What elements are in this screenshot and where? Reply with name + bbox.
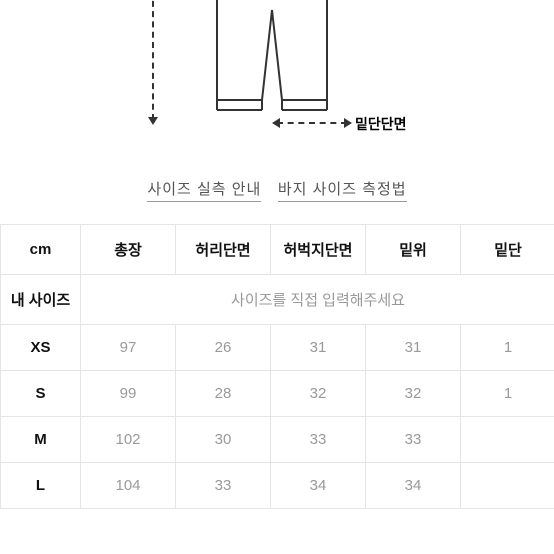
size-diagram: 밑단단면 [0,0,554,160]
col-header: 허벅지단면 [271,225,366,275]
size-value: 33 [366,417,461,463]
length-arrow [152,0,154,120]
size-value: 31 [271,325,366,371]
size-value: 102 [81,417,176,463]
size-value: 28 [176,371,271,417]
size-label: L [1,463,81,509]
size-value: 31 [366,325,461,371]
col-header: 총장 [81,225,176,275]
mysize-row: 내 사이즈 사이즈를 직접 입력해주세요 [1,275,554,325]
size-label: S [1,371,81,417]
size-value [461,417,554,463]
size-table: cm 총장 허리단면 허벅지단면 밑위 밑단 내 사이즈 사이즈를 직접 입력해… [0,224,554,509]
table-row: M 102 30 33 33 [1,417,554,463]
size-value: 1 [461,371,554,417]
size-value: 32 [366,371,461,417]
size-value: 104 [81,463,176,509]
table-row: S 99 28 32 32 1 [1,371,554,417]
size-label: M [1,417,81,463]
table-row: XS 97 26 31 31 1 [1,325,554,371]
size-value: 33 [176,463,271,509]
table-header-row: cm 총장 허리단면 허벅지단면 밑위 밑단 [1,225,554,275]
mysize-input-cell[interactable]: 사이즈를 직접 입력해주세요 [81,275,554,325]
col-header: 밑위 [366,225,461,275]
pants-outline-svg [187,0,367,130]
size-value: 97 [81,325,176,371]
unit-header: cm [1,225,81,275]
help-links: 사이즈 실측 안내 바지 사이즈 측정법 [0,160,554,224]
mysize-label: 내 사이즈 [1,275,81,325]
size-value: 34 [271,463,366,509]
size-value: 32 [271,371,366,417]
size-value: 99 [81,371,176,417]
col-header: 밑단 [461,225,554,275]
size-value: 30 [176,417,271,463]
size-guide-link[interactable]: 사이즈 실측 안내 [147,178,261,202]
table-row: L 104 33 34 34 [1,463,554,509]
hem-arrow [277,122,347,124]
col-header: 허리단면 [176,225,271,275]
hem-label: 밑단단면 [355,114,407,134]
size-value: 1 [461,325,554,371]
size-label: XS [1,325,81,371]
size-value: 26 [176,325,271,371]
measure-guide-link[interactable]: 바지 사이즈 측정법 [278,178,407,202]
size-value: 33 [271,417,366,463]
size-value: 34 [366,463,461,509]
size-value [461,463,554,509]
